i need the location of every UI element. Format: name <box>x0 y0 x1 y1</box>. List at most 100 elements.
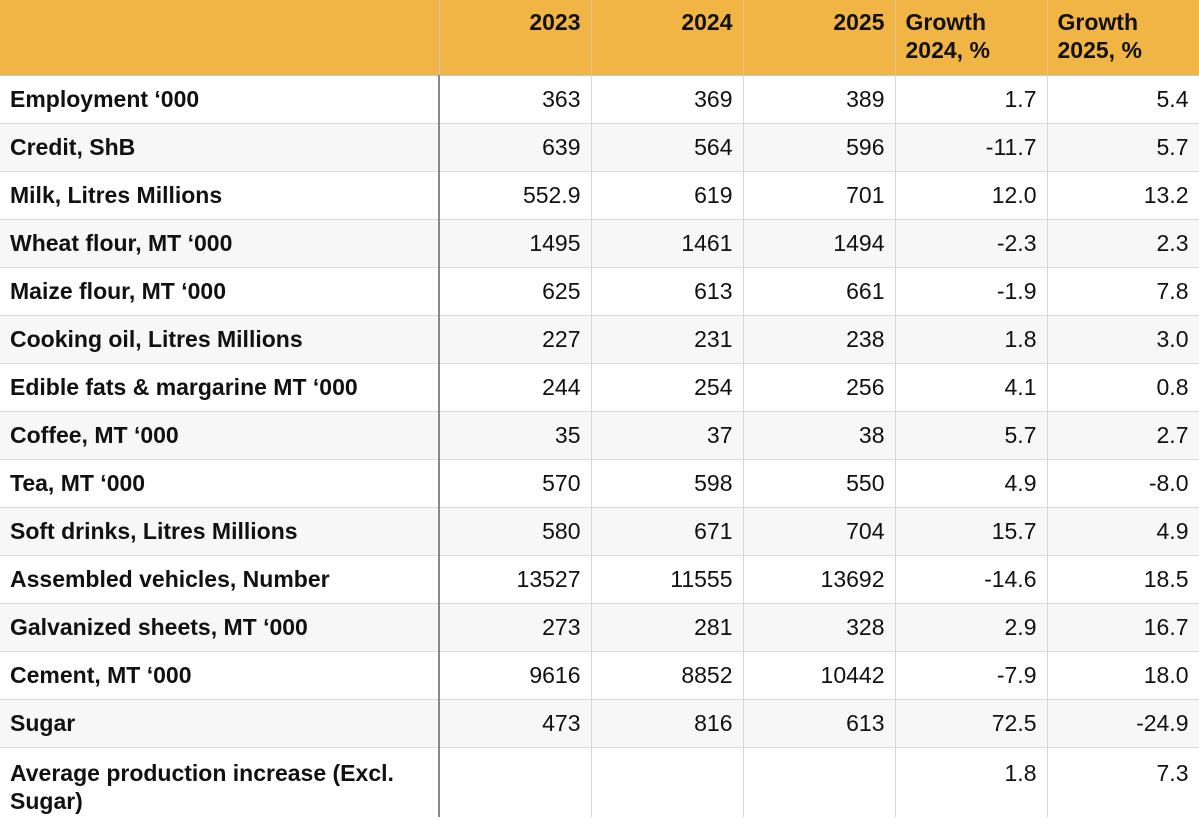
row-label: Tea, MT ‘000 <box>0 459 440 508</box>
cell-2023: 580 <box>439 507 592 556</box>
cell-2025: 389 <box>743 75 896 124</box>
cell-2023: 639 <box>439 123 592 172</box>
cell-growth-2025: 7.3 <box>1047 747 1199 817</box>
cell-2023: 363 <box>439 75 592 124</box>
cell-2024: 369 <box>591 75 744 124</box>
cell-growth-2025: 16.7 <box>1047 603 1199 652</box>
cell-growth-2025: 7.8 <box>1047 267 1199 316</box>
cell-2024: 37 <box>591 411 744 460</box>
row-label: Edible fats & margarine MT ‘000 <box>0 363 440 412</box>
cell-2023: 552.9 <box>439 171 592 220</box>
header-2025: 2025 <box>743 0 896 76</box>
cell-growth-2025: 0.8 <box>1047 363 1199 412</box>
cell-growth-2024: 1.8 <box>895 315 1048 364</box>
table-row: Milk, Litres Millions 552.9 619 701 12.0 13.2 <box>0 171 1199 220</box>
row-label: Sugar <box>0 699 440 748</box>
cell-growth-2025: 5.4 <box>1047 75 1199 124</box>
table-row: Cooking oil, Litres Millions 227 231 238 1.8… <box>0 315 1199 364</box>
cell-growth-2024: -1.9 <box>895 267 1048 316</box>
cell-growth-2024: 15.7 <box>895 507 1048 556</box>
cell-2025: 701 <box>743 171 896 220</box>
cell-growth-2024: 72.5 <box>895 699 1048 748</box>
cell-2023: 35 <box>439 411 592 460</box>
row-label: Coffee, MT ‘000 <box>0 411 440 460</box>
cell-2024: 231 <box>591 315 744 364</box>
header-2024: 2024 <box>591 0 744 76</box>
table-row: Average production increase (Excl. Sugar… <box>0 747 1199 817</box>
cell-2025: 704 <box>743 507 896 556</box>
cell-2025: 10442 <box>743 651 896 700</box>
cell-2024: 281 <box>591 603 744 652</box>
row-label: Soft drinks, Litres Millions <box>0 507 440 556</box>
cell-growth-2025: 5.7 <box>1047 123 1199 172</box>
cell-growth-2024: 12.0 <box>895 171 1048 220</box>
row-label: Assembled vehicles, Number <box>0 555 440 604</box>
cell-growth-2025: 18.0 <box>1047 651 1199 700</box>
table-row: Credit, ShB 639 564 596 -11.7 5.7 <box>0 123 1199 172</box>
table-header: 2023 2024 2025 Growth 2024, % Growth 202… <box>0 0 1199 76</box>
table-row: Sugar 473 816 613 72.5 -24.9 <box>0 699 1199 748</box>
cell-growth-2024: -7.9 <box>895 651 1048 700</box>
table-body: Employment ‘000 363 369 389 1.7 5.4 Credit, Sh… <box>0 75 1199 817</box>
cell-2024: 8852 <box>591 651 744 700</box>
table-row: Galvanized sheets, MT ‘000 273 281 328 2.9 16… <box>0 603 1199 652</box>
cell-growth-2024: 4.9 <box>895 459 1048 508</box>
row-label: Milk, Litres Millions <box>0 171 440 220</box>
cell-growth-2024: -11.7 <box>895 123 1048 172</box>
cell-growth-2025: 13.2 <box>1047 171 1199 220</box>
cell-2024: 11555 <box>591 555 744 604</box>
cell-2025: 550 <box>743 459 896 508</box>
header-2023: 2023 <box>439 0 592 76</box>
cell-growth-2024: 5.7 <box>895 411 1048 460</box>
table-row: Edible fats & margarine MT ‘000 244 254 256… <box>0 363 1199 412</box>
cell-growth-2025: 18.5 <box>1047 555 1199 604</box>
table-row: Employment ‘000 363 369 389 1.7 5.4 <box>0 75 1199 124</box>
cell-2025: 328 <box>743 603 896 652</box>
cell-2025: 38 <box>743 411 896 460</box>
cell-2025 <box>743 747 896 817</box>
table-row: Soft drinks, Litres Millions 580 671 704 15.… <box>0 507 1199 556</box>
cell-growth-2025: 3.0 <box>1047 315 1199 364</box>
row-label: Maize flour, MT ‘000 <box>0 267 440 316</box>
cell-growth-2025: 4.9 <box>1047 507 1199 556</box>
row-label: Employment ‘000 <box>0 75 440 124</box>
header-growth-2024: Growth 2024, % <box>895 0 1048 76</box>
cell-growth-2024: 2.9 <box>895 603 1048 652</box>
cell-growth-2024: -14.6 <box>895 555 1048 604</box>
cell-2024: 598 <box>591 459 744 508</box>
table-row: Maize flour, MT ‘000 625 613 661 -1.9 7.8 <box>0 267 1199 316</box>
cell-2025: 1494 <box>743 219 896 268</box>
cell-2024: 671 <box>591 507 744 556</box>
cell-growth-2025: 2.3 <box>1047 219 1199 268</box>
cell-2023: 9616 <box>439 651 592 700</box>
table-row: Coffee, MT ‘000 35 37 38 5.7 2.7 <box>0 411 1199 460</box>
cell-2025: 661 <box>743 267 896 316</box>
table-row: Wheat flour, MT ‘000 1495 1461 1494 -2.3 2.3 <box>0 219 1199 268</box>
table-row: Tea, MT ‘000 570 598 550 4.9 -8.0 <box>0 459 1199 508</box>
cell-2025: 13692 <box>743 555 896 604</box>
cell-2023: 13527 <box>439 555 592 604</box>
cell-growth-2024: -2.3 <box>895 219 1048 268</box>
header-row: 2023 2024 2025 Growth 2024, % Growth 202… <box>0 0 1199 76</box>
cell-2023: 227 <box>439 315 592 364</box>
cell-2024: 254 <box>591 363 744 412</box>
cell-growth-2025: -24.9 <box>1047 699 1199 748</box>
cell-2024: 564 <box>591 123 744 172</box>
cell-growth-2024: 1.8 <box>895 747 1048 817</box>
cell-2025: 256 <box>743 363 896 412</box>
table-row: Assembled vehicles, Number 13527 11555 1369… <box>0 555 1199 604</box>
cell-2025: 238 <box>743 315 896 364</box>
row-label: Wheat flour, MT ‘000 <box>0 219 440 268</box>
row-label: Cement, MT ‘000 <box>0 651 440 700</box>
cell-2024: 619 <box>591 171 744 220</box>
cell-growth-2024: 1.7 <box>895 75 1048 124</box>
row-label: Average production increase (Excl. Sugar… <box>0 747 440 817</box>
cell-2024: 1461 <box>591 219 744 268</box>
cell-2023: 273 <box>439 603 592 652</box>
cell-2023: 1495 <box>439 219 592 268</box>
header-growth-2025: Growth 2025, % <box>1047 0 1199 76</box>
cell-2023: 570 <box>439 459 592 508</box>
cell-2023: 244 <box>439 363 592 412</box>
row-label: Cooking oil, Litres Millions <box>0 315 440 364</box>
